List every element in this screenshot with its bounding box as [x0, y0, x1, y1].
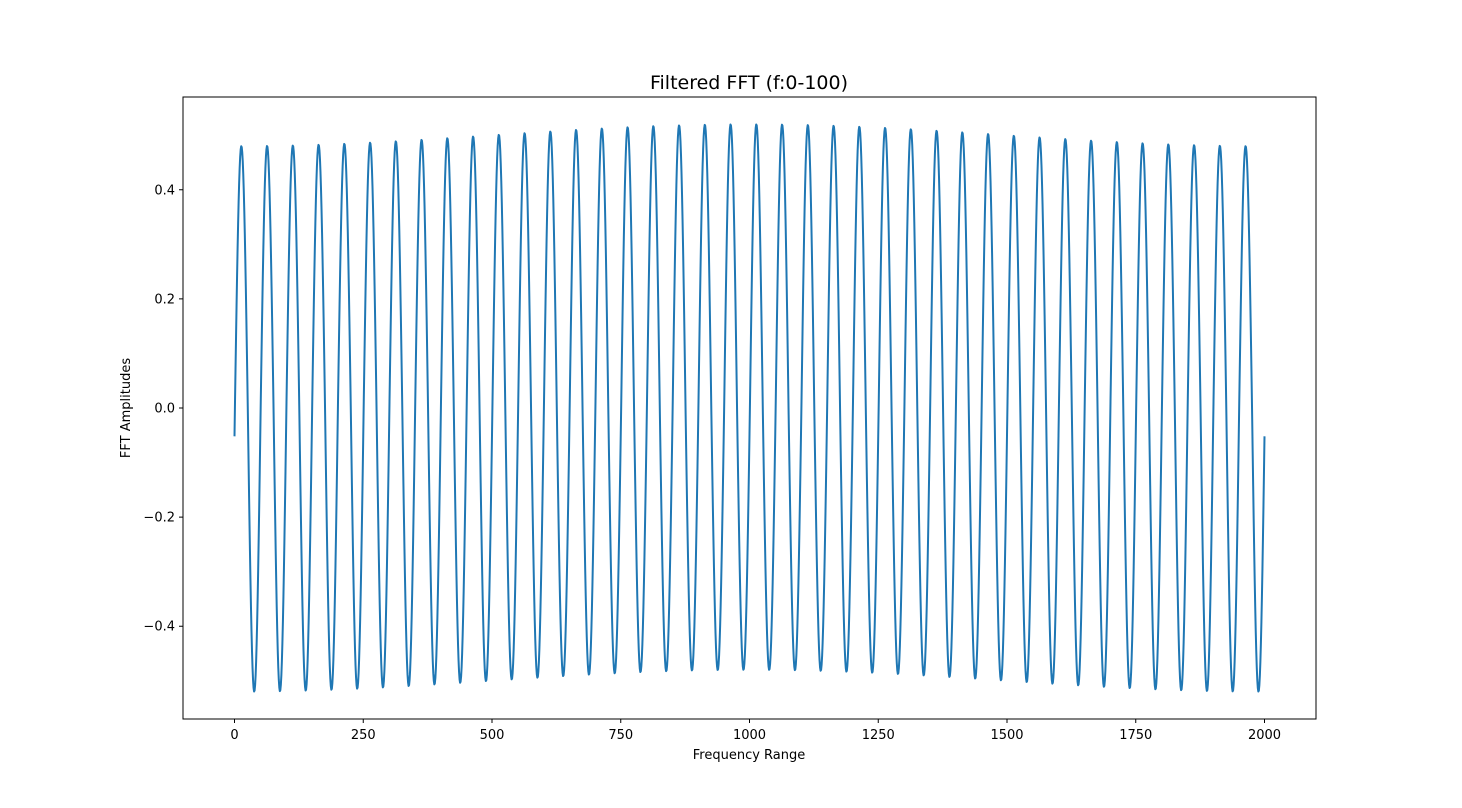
series-layer: [233, 123, 1266, 693]
x-axis-ticks: 0 250 500 750 1000 1250 1500 1750 2000: [230, 719, 1281, 743]
y-tick-label: −0.4: [143, 620, 175, 635]
y-tick-label: 0.4: [154, 183, 175, 198]
y-tick-label: 0.0: [154, 402, 175, 417]
x-axis-label: Frequency Range: [693, 748, 806, 763]
x-tick-label: 0: [230, 728, 238, 743]
x-tick-label: 1250: [862, 728, 895, 743]
series-line: [233, 123, 1266, 693]
x-tick-label: 250: [351, 728, 376, 743]
chart-title: Filtered FFT (f:0-100): [650, 72, 848, 94]
x-tick-label: 1000: [733, 728, 766, 743]
x-tick-label: 750: [608, 728, 633, 743]
x-tick-label: 1500: [990, 728, 1023, 743]
y-tick-label: −0.2: [143, 511, 175, 526]
y-tick-label: 0.2: [154, 292, 175, 307]
y-axis-label: FFT Amplitudes: [119, 358, 134, 458]
y-axis-ticks: −0.4 −0.2 0.0 0.2 0.4: [143, 183, 183, 635]
x-tick-label: 2000: [1248, 728, 1281, 743]
x-tick-label: 500: [480, 728, 505, 743]
x-tick-label: 1750: [1119, 728, 1152, 743]
